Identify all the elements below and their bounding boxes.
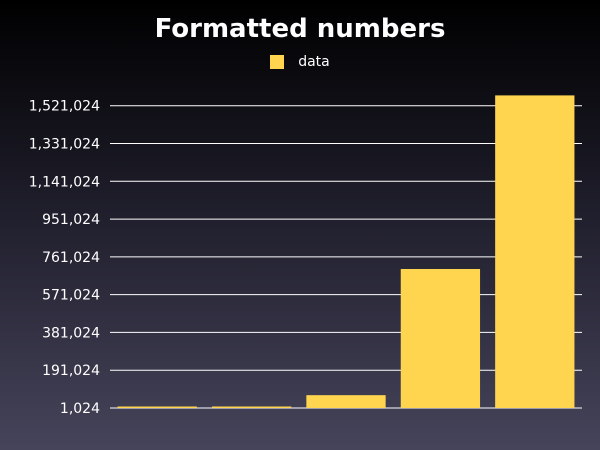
bar (117, 406, 197, 408)
legend-label: data (298, 54, 330, 70)
y-tick-label: 1,521,024 (29, 99, 100, 115)
bar (495, 95, 575, 409)
y-tick-label: 1,024 (60, 401, 100, 417)
y-tick-label: 381,024 (42, 325, 100, 341)
chart-title: Formatted numbers (154, 14, 446, 44)
y-tick-label: 571,024 (42, 288, 100, 304)
bar (211, 406, 292, 408)
y-tick-label: 761,024 (42, 250, 100, 266)
y-tick-label: 1,331,024 (29, 136, 100, 152)
y-tick-label: 951,024 (42, 212, 100, 228)
bar (306, 395, 386, 408)
y-tick-label: 1,141,024 (29, 174, 100, 190)
legend: data (0, 54, 600, 70)
legend-swatch (270, 55, 285, 69)
bar (400, 268, 481, 408)
y-tick-label: 191,024 (42, 363, 100, 379)
